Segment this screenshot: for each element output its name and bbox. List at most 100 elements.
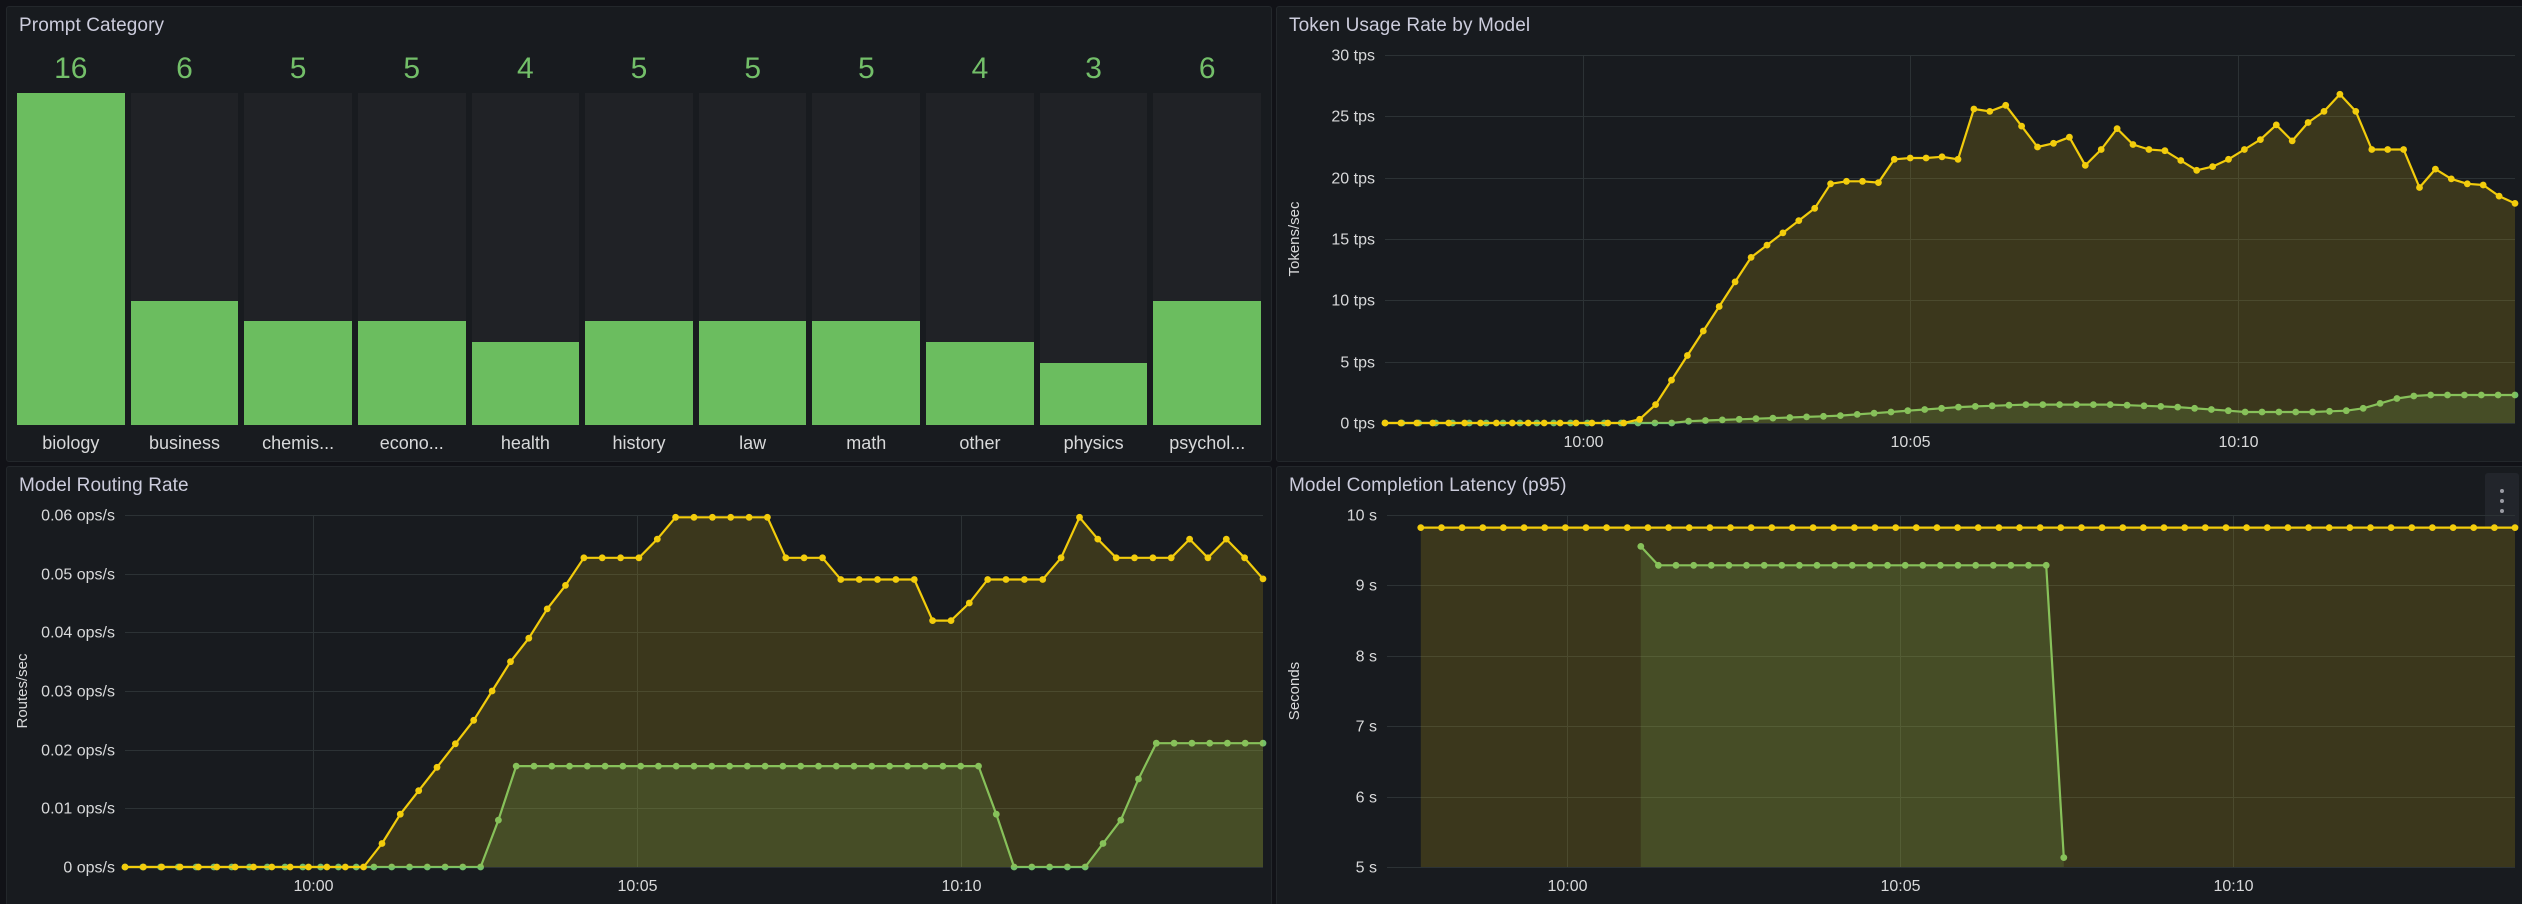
series-point [378, 840, 386, 847]
timeseries-chart-routing-rate[interactable]: 0 ops/s 0.01 ops/s 0.02 ops/s 0.03 ops/s 0.0… [7, 505, 1271, 901]
series-point [2002, 101, 2010, 109]
series-point [2209, 163, 2216, 170]
series-point [892, 576, 900, 583]
series-point [2511, 391, 2519, 399]
legend-column-header[interactable]: Mean [2021, 901, 2200, 904]
legend-column-header[interactable]: Name [1291, 901, 2022, 904]
bar-gauge-item[interactable]: 5 law [698, 49, 807, 461]
series-point [1445, 419, 1453, 427]
series-point [655, 762, 662, 770]
legend-column-header[interactable]: Last * [2339, 901, 2509, 904]
x-axis-tick-label: 10:05 [1890, 434, 1930, 451]
y-axis-title: Tokens/sec [1286, 201, 1303, 277]
y-axis-tick-label: 6 s [1356, 790, 1377, 807]
series-point [1811, 204, 1819, 212]
series-point [1871, 524, 1879, 531]
bar-gauge-item[interactable]: 6 business [130, 49, 239, 461]
series-point [2491, 524, 2498, 531]
series-point [1259, 575, 1267, 583]
series-point [1458, 524, 1466, 531]
legend-column-header[interactable]: Mean [2021, 457, 2197, 461]
legend-column-header[interactable]: Last * [1096, 901, 1257, 904]
kebab-dot [2500, 499, 2504, 503]
series-point [672, 513, 679, 521]
series-point [562, 582, 569, 589]
series-point [2119, 524, 2127, 531]
bar-value: 16 [54, 52, 88, 85]
kebab-menu-icon[interactable] [2485, 473, 2519, 529]
series-point [1438, 524, 1445, 531]
bar-gauge-item[interactable]: 3 physics [1039, 49, 1148, 461]
series-point [530, 762, 538, 770]
x-axis-tick-label: 10:00 [1547, 878, 1587, 895]
series-point [583, 762, 591, 770]
legend-column-header[interactable]: Max [2199, 901, 2340, 904]
series-point [507, 658, 514, 666]
bar-track [244, 93, 352, 425]
series-point [2479, 181, 2487, 189]
series-point [2305, 524, 2312, 531]
bar-gauge-item[interactable]: 4 other [926, 49, 1034, 461]
series-point [2275, 408, 2283, 416]
series-point [874, 576, 881, 583]
series-point [745, 513, 753, 521]
legend-column-header[interactable]: Name [1291, 457, 2022, 461]
bar-label: psychol... [1169, 433, 1246, 453]
bar-label: biology [42, 433, 100, 453]
bar-gauge-chart: 16 biology 6 business 5 chemis... 5 econo... 4 he… [7, 45, 1271, 461]
series-point [1241, 739, 1249, 747]
x-axis-tick-label: 10:10 [941, 878, 981, 895]
panel-header: Prompt Category [7, 7, 1271, 45]
series-point [415, 787, 423, 795]
series-point [2241, 146, 2248, 153]
series-point [2326, 407, 2333, 415]
y-axis-title: Routes/sec [14, 653, 31, 729]
series-point [2177, 157, 2185, 164]
bar-gauge-item[interactable]: 6 psychol... [1153, 49, 1262, 461]
series-point [637, 762, 645, 770]
series-point [598, 554, 606, 562]
series-point [1241, 554, 1248, 562]
legend-column-header[interactable]: Max [2196, 457, 2353, 461]
legend-column-header[interactable]: Mean [762, 901, 936, 904]
series-point [690, 513, 698, 521]
series-point [2050, 139, 2057, 147]
bar-gauge-item[interactable]: 16 biology [17, 49, 125, 461]
series-point [815, 762, 822, 770]
timeseries-chart-completion-latency[interactable]: 5 s 6 s 7 s 8 s 9 s 10 s 10:00 10:05 10:10 Second… [1277, 505, 2522, 901]
panel-completion-latency: Model Completion Latency (p95) 5 s 6 s 7 s… [1276, 466, 2522, 904]
series-point [1955, 403, 1962, 411]
series-point [1028, 863, 1036, 871]
series-point [837, 576, 845, 583]
page-title: Prompt Category [19, 15, 165, 36]
bar-gauge-item[interactable]: 5 math [812, 49, 921, 461]
series-point [1684, 352, 1691, 359]
bar-gauge-item[interactable]: 4 health [471, 49, 580, 461]
series-point [1970, 105, 1978, 113]
series-point [1623, 524, 1631, 531]
series-point [2016, 524, 2023, 531]
bar-gauge-item[interactable]: 5 econo... [357, 49, 466, 461]
bar-gauge-item[interactable]: 5 chemis... [244, 49, 352, 461]
legend-column-header[interactable]: Name [21, 901, 763, 904]
series-point [580, 554, 588, 562]
series-point [1938, 153, 1946, 161]
series-point [341, 863, 349, 871]
series-point [1135, 775, 1142, 783]
series-point [1112, 554, 1120, 562]
series-point [2449, 524, 2457, 531]
series-point [1620, 419, 1628, 427]
legend-column-header[interactable]: Last * [2352, 457, 2509, 461]
bar-track [17, 93, 125, 425]
page-title: Token Usage Rate by Model [1289, 15, 1531, 36]
series-point [2368, 146, 2376, 153]
legend-column-header[interactable]: Max [935, 901, 1097, 904]
series-point [2174, 403, 2182, 411]
series-point [708, 762, 716, 770]
series-point [965, 599, 973, 607]
timeseries-chart-token-usage[interactable]: 0 tps 5 tps 10 tps 15 tps 20 tps 25 tps 30 tps… [1277, 45, 2522, 457]
bar-gauge-item[interactable]: 5 history [585, 49, 693, 461]
series-point [1803, 413, 1810, 421]
y-axis-tick-label: 20 tps [1331, 171, 1375, 188]
series-point [1954, 155, 1962, 163]
